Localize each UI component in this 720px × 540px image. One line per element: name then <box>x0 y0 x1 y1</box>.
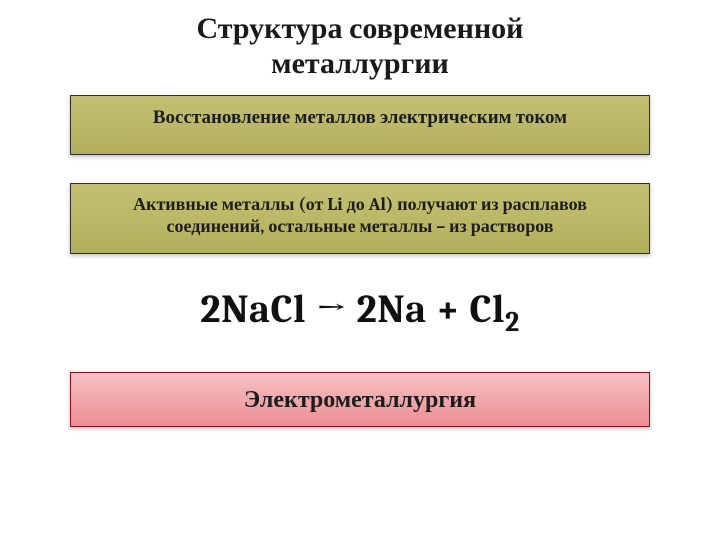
chemical-equation: 2NaCl → 2Na + Cl2 <box>200 286 519 338</box>
info-box-2-text: Активные металлы (от Li до Al) получают … <box>133 194 587 238</box>
title-line-2: металлургии <box>271 46 449 81</box>
info-box-2: Активные металлы (от Li до Al) получают … <box>70 183 650 254</box>
eq-coef-2: 2 <box>356 286 377 332</box>
eq-right-species-2-sub: 2 <box>505 306 520 338</box>
eq-left-species: NaCl <box>221 286 306 332</box>
eq-arrow: → <box>315 286 347 332</box>
category-box-text: Электрометаллургия <box>244 385 476 413</box>
eq-coef-1: 2 <box>200 286 221 332</box>
category-box: Электрометаллургия <box>70 372 650 427</box>
eq-right-species-2-base: Cl <box>470 286 505 332</box>
info-box-1: Восстановление металлов электрическим то… <box>70 95 650 155</box>
eq-plus: + <box>436 286 460 332</box>
slide-title: Структура современной металлургии <box>197 12 524 81</box>
eq-right-species-1: Na <box>377 286 426 332</box>
slide: Структура современной металлургии Восста… <box>0 0 720 540</box>
info-box-1-text: Восстановление металлов электрическим то… <box>153 106 567 128</box>
title-line-1: Структура современной <box>197 11 524 46</box>
